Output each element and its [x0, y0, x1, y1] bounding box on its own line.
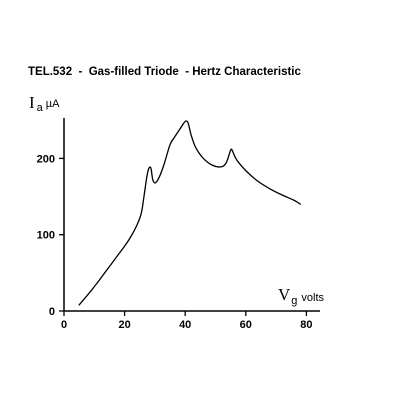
x-tick-label-20: 20 [118, 319, 130, 331]
y-axis-symbol: I [29, 93, 35, 112]
y-tick-label-200: 200 [37, 153, 55, 165]
y-axis-unit: µA [46, 98, 60, 110]
chart-title: TEL.532 - Gas-filled Triode - Hertz Char… [28, 66, 301, 78]
x-tick-label-60: 60 [240, 319, 252, 331]
tick-labels: 0 20 40 60 80 0 100 200 [37, 153, 313, 331]
x-axis-unit: volts [301, 292, 324, 304]
y-axis-subscript: a [37, 102, 44, 114]
y-tick-label-100: 100 [37, 230, 55, 242]
x-tick-label-80: 80 [300, 319, 312, 331]
tick-marks [59, 157, 308, 316]
x-tick-label-40: 40 [179, 319, 191, 331]
x-axis-subscript: g [291, 295, 297, 307]
series-line [78, 120, 301, 306]
x-axis-symbol: V [278, 285, 291, 304]
y-tick-label-0: 0 [49, 306, 55, 318]
x-tick-label-0: 0 [61, 319, 67, 331]
x-axis-label: Vg volts [278, 285, 325, 307]
